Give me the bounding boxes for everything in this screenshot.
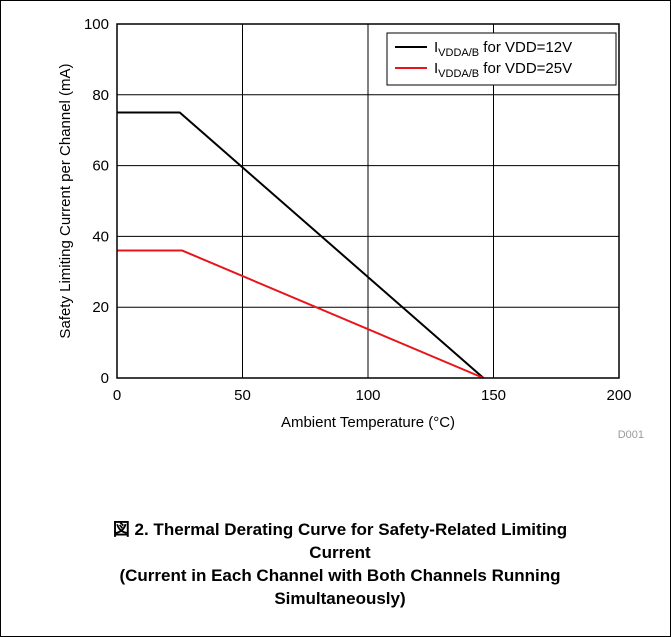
x-tick-label: 200 <box>606 387 631 404</box>
plot-area-border <box>116 23 620 379</box>
x-tick-label: 0 <box>113 387 121 404</box>
series-line-vdd-12v <box>117 111 485 379</box>
legend-box <box>386 32 617 86</box>
x-axis-ticks: 0 50 100 150 200 <box>113 387 632 404</box>
legend-label: IVDDA/B for VDD=25V <box>434 60 572 80</box>
x-tick-label: 100 <box>355 387 380 404</box>
caption-line-4: Simultaneously) <box>274 589 406 608</box>
caption-line-1: 図 2. Thermal Derating Curve for Safety-R… <box>112 520 568 539</box>
series-line-vdd-25v <box>117 249 484 379</box>
y-tick-label: 0 <box>101 370 109 387</box>
series-lines <box>117 111 485 379</box>
figure-code: D001 <box>618 429 644 441</box>
y-axis-title: Safety Limiting Current per Channel (mA) <box>57 63 74 338</box>
y-tick-label: 60 <box>92 158 109 175</box>
x-axis-title: Ambient Temperature (°C) <box>281 414 455 431</box>
y-tick-label: 20 <box>92 299 109 316</box>
y-axis-ticks: 0 20 40 60 80 100 <box>84 16 109 387</box>
caption-line-2: Current <box>309 543 371 562</box>
y-tick-label: 100 <box>84 16 109 33</box>
x-tick-label: 50 <box>234 387 251 404</box>
legend-label: IVDDA/B for VDD=12V <box>434 39 572 59</box>
y-tick-label: 80 <box>92 87 109 104</box>
x-tick-label: 150 <box>481 387 506 404</box>
figure-caption: 図 2. Thermal Derating Curve for Safety-R… <box>40 518 640 610</box>
y-tick-label: 40 <box>92 228 109 245</box>
caption-line-3: (Current in Each Channel with Both Chann… <box>119 566 561 585</box>
